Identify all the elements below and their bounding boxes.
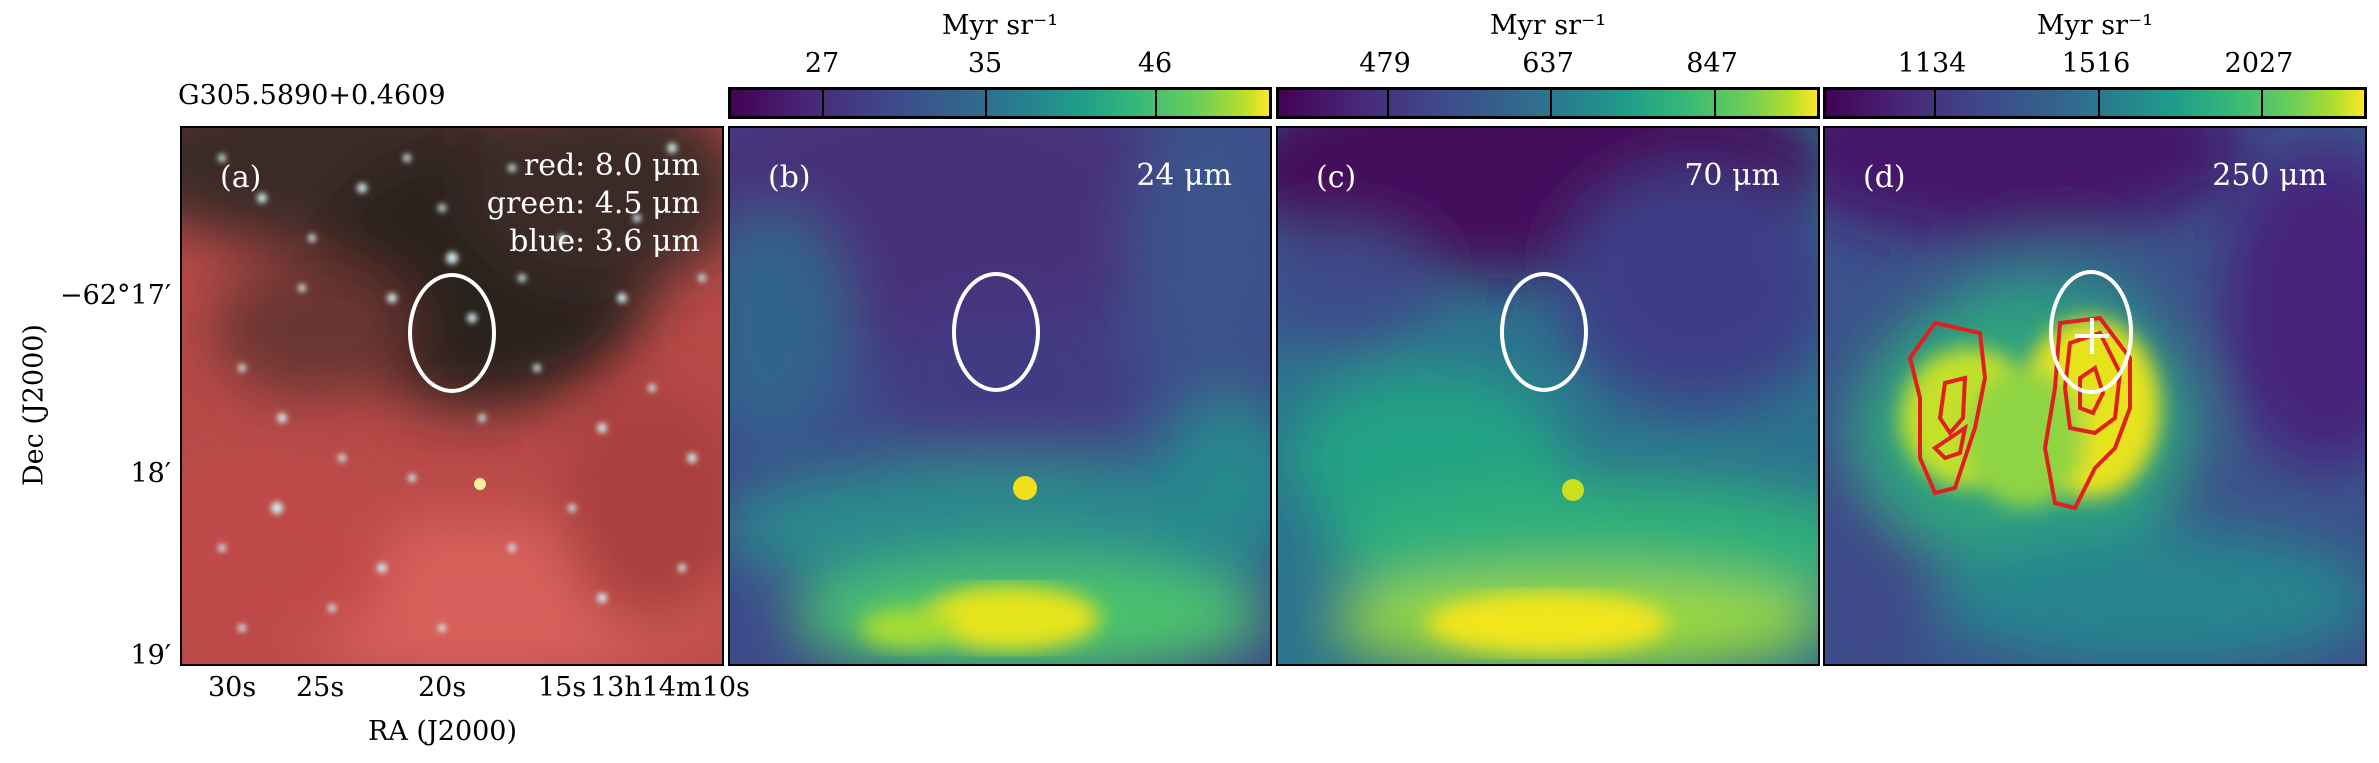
panel-a-label: (a) — [220, 160, 262, 195]
source-aperture-ellipse — [408, 273, 496, 393]
colorbar-b-tick-2: 35 — [967, 48, 1003, 79]
map-70um — [1278, 128, 1818, 664]
panel-c-band: 70 μm — [1684, 158, 1780, 193]
colorbar-d-unit: Myr sr⁻¹ — [2036, 10, 2154, 41]
colorbar-d-tick-2: 1516 — [2061, 48, 2131, 79]
ra-tick-15s: 15s — [538, 672, 587, 703]
colorbar-c — [1276, 87, 1820, 119]
legend-blue-band: blue: 3.6 μm — [509, 224, 700, 259]
legend-red-band: red: 8.0 μm — [523, 148, 700, 183]
colorbar-d-tick-3: 2027 — [2224, 48, 2294, 79]
ra-tick-13h14m10s: 13h14m10s — [590, 672, 750, 703]
ra-tick-25s: 25s — [296, 672, 345, 703]
dec-tick-18: 18′ — [130, 458, 172, 489]
colorbar-c-tick-2: 637 — [1522, 48, 1574, 79]
colorbar-c-tick-1: 479 — [1359, 48, 1411, 79]
rgb-image — [182, 128, 722, 664]
panel-c-70um-map: (c) 70 μm — [1276, 126, 1820, 666]
legend-green-band: green: 4.5 μm — [486, 186, 700, 221]
panel-b-label: (b) — [768, 160, 811, 195]
colorbar-d-tick-1: 1134 — [1897, 48, 1967, 79]
panel-d-band: 250 μm — [2212, 158, 2327, 193]
colorbar-b — [728, 87, 1272, 119]
panel-b-24um-map: (b) 24 μm — [728, 126, 1272, 666]
source-aperture-ellipse — [1500, 272, 1588, 392]
map-24um — [730, 128, 1270, 664]
colorbar-b-unit: Myr sr⁻¹ — [941, 10, 1059, 41]
ra-axis-label: RA (J2000) — [368, 716, 518, 747]
peak-marker-cross — [2075, 318, 2109, 354]
map-250um — [1825, 128, 2365, 664]
colorbar-d — [1823, 87, 2367, 119]
source-name: G305.5890+0.4609 — [178, 80, 446, 111]
panel-b-band: 24 μm — [1136, 158, 1232, 193]
source-aperture-ellipse — [2049, 270, 2133, 394]
source-aperture-ellipse — [952, 272, 1040, 392]
dec-tick-19: 19′ — [130, 640, 172, 671]
dec-tick-17: −62°17′ — [60, 280, 171, 311]
ra-tick-30s: 30s — [208, 672, 257, 703]
colorbar-b-tick-3: 46 — [1137, 48, 1173, 79]
colorbar-c-unit: Myr sr⁻¹ — [1489, 10, 1607, 41]
colorbar-b-tick-1: 27 — [804, 48, 840, 79]
colorbar-c-tick-3: 847 — [1686, 48, 1738, 79]
ra-tick-20s: 20s — [418, 672, 467, 703]
dec-axis-label: Dec (J2000) — [18, 324, 50, 486]
panel-a-rgb-image: (a) red: 8.0 μm green: 4.5 μm blue: 3.6 … — [180, 126, 724, 666]
panel-d-label: (d) — [1863, 160, 1906, 195]
panel-d-250um-map: (d) 250 μm — [1823, 126, 2367, 666]
contour-lines — [1907, 315, 2132, 511]
panel-c-label: (c) — [1316, 160, 1357, 195]
